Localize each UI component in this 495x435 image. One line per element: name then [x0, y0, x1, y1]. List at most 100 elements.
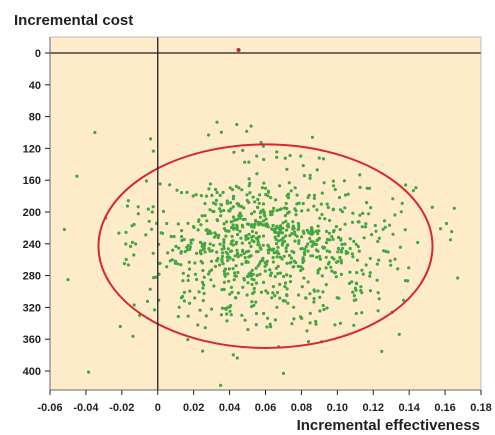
scatter-point [179, 250, 183, 254]
scatter-point [210, 193, 214, 197]
scatter-point [355, 282, 359, 286]
scatter-point [220, 247, 224, 251]
scatter-point [373, 223, 377, 228]
scatter-point [231, 267, 235, 271]
scatter-point [284, 228, 289, 232]
scatter-point [176, 222, 180, 226]
scatter-point [343, 222, 347, 226]
scatter-point [259, 259, 263, 263]
scatter-point [257, 243, 261, 247]
scatter-point [281, 371, 286, 375]
scatter-point [202, 275, 206, 279]
scatter-point [241, 248, 245, 252]
scatter-point [220, 254, 225, 258]
scatter-point [181, 279, 185, 283]
scatter-point [235, 122, 239, 127]
scatter-point [361, 211, 365, 215]
scatter-point [292, 317, 296, 321]
scatter-point [243, 160, 247, 164]
scatter-point [284, 234, 288, 238]
scatter-point [348, 237, 352, 241]
scatter-point [377, 258, 381, 262]
x-tick-label: -0.06 [37, 402, 62, 414]
scatter-point [254, 323, 258, 327]
scatter-point [278, 296, 282, 300]
scatter-point [273, 275, 277, 279]
scatter-point [268, 273, 272, 278]
scatter-point [208, 242, 212, 246]
scatter-point [172, 234, 176, 239]
scatter-point [191, 238, 195, 242]
scatter-point [195, 277, 199, 282]
scatter-point [232, 278, 236, 282]
scatter-point [199, 223, 203, 227]
scatter-point [75, 174, 79, 178]
scatter-point [258, 272, 262, 276]
scatter-point [226, 305, 230, 309]
scatter-point [219, 214, 223, 218]
y-tick-label: 160 [23, 175, 41, 187]
scatter-point [161, 209, 166, 213]
scatter-point [242, 278, 246, 282]
scatter-point [350, 220, 355, 224]
scatter-point [351, 211, 355, 215]
scatter-point [400, 201, 404, 205]
y-tick-label: 400 [23, 366, 41, 378]
scatter-point [285, 207, 289, 211]
scatter-point [240, 313, 244, 317]
scatter-point [132, 303, 136, 307]
scatter-point [308, 321, 312, 325]
scatter-point [328, 250, 332, 254]
scatter-point [354, 288, 358, 292]
scatter-point [301, 260, 305, 264]
scatter-point [244, 259, 248, 263]
scatter-point [233, 271, 237, 275]
scatter-point [365, 201, 369, 205]
scatter-point [265, 325, 269, 329]
scatter-point [315, 255, 319, 259]
scatter-point [285, 167, 289, 171]
scatter-point [247, 177, 251, 181]
scatter-point [165, 221, 169, 226]
scatter-point [300, 235, 304, 239]
x-tick-label: -0.02 [109, 402, 134, 414]
scatter-point [326, 205, 330, 209]
scatter-point [240, 188, 244, 192]
scatter-point [147, 219, 151, 223]
scatter-point [268, 268, 272, 272]
scatter-point [186, 314, 190, 318]
scatter-point [243, 318, 247, 322]
scatter-point [330, 269, 334, 273]
scatter-point [179, 296, 183, 300]
scatter-point [266, 190, 270, 194]
scatter-point [278, 231, 282, 235]
scatter-point [259, 222, 263, 226]
scatter-point [318, 257, 322, 261]
scatter-point [222, 208, 226, 213]
scatter-point [203, 326, 207, 330]
scatter-point [218, 193, 222, 197]
scatter-point [252, 286, 256, 291]
scatter-point [182, 299, 186, 303]
scatter-point [240, 262, 244, 266]
scatter-point [179, 263, 183, 267]
scatter-point [145, 299, 150, 303]
scatter-point [290, 322, 294, 326]
scatter-point [192, 225, 196, 229]
scatter-point [330, 235, 334, 239]
scatter-point [217, 233, 221, 237]
scatter-point [186, 278, 190, 283]
scatter-point [356, 220, 360, 224]
scatter-point [222, 269, 226, 273]
scatter-point [308, 176, 312, 180]
scatter-point [234, 296, 238, 300]
scatter-point [240, 223, 244, 227]
scatter-point [226, 247, 230, 251]
scatter-point [230, 290, 234, 294]
scatter-point [325, 306, 329, 310]
scatter-point [271, 223, 275, 228]
scatter-point [201, 268, 205, 273]
scatter-point [259, 140, 263, 145]
scatter-point [312, 297, 316, 301]
scatter-point [185, 190, 189, 194]
